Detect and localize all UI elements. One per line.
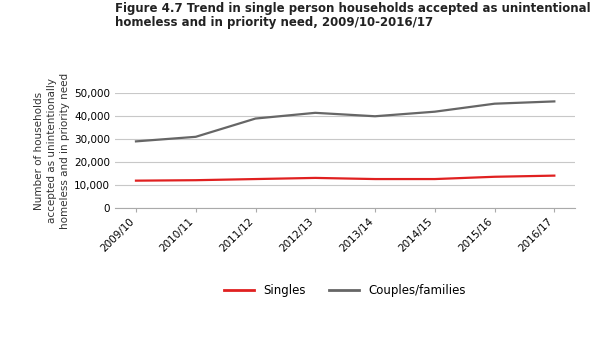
Text: homeless and in priority need, 2009/10-2016/17: homeless and in priority need, 2009/10-2… [115, 16, 433, 29]
Y-axis label: Number of households
accepted as unintentionally
homeless and in priority need: Number of households accepted as uninten… [34, 72, 70, 229]
Text: Figure 4.7 Trend in single person households accepted as unintentionally: Figure 4.7 Trend in single person househ… [115, 2, 590, 15]
Legend: Singles, Couples/families: Singles, Couples/families [219, 280, 471, 302]
